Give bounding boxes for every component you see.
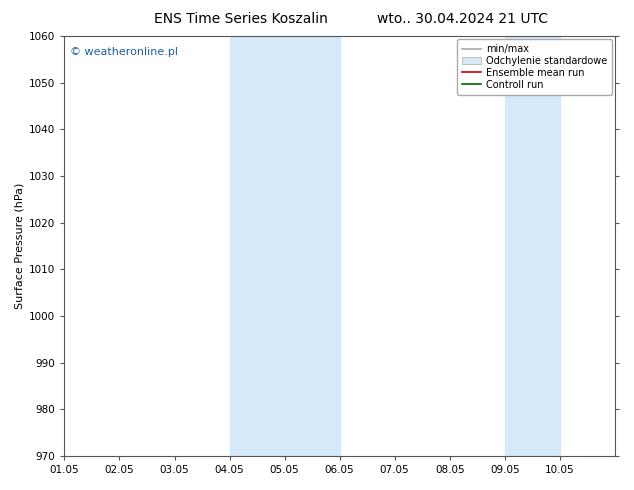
Text: © weatheronline.pl: © weatheronline.pl [70,47,178,57]
Y-axis label: Surface Pressure (hPa): Surface Pressure (hPa) [15,183,25,309]
Legend: min/max, Odchylenie standardowe, Ensemble mean run, Controll run: min/max, Odchylenie standardowe, Ensembl… [456,39,612,95]
Text: wto.. 30.04.2024 21 UTC: wto.. 30.04.2024 21 UTC [377,12,548,26]
Bar [230,36,340,456]
Text: ENS Time Series Koszalin: ENS Time Series Koszalin [154,12,328,26]
Bar [505,36,560,456]
